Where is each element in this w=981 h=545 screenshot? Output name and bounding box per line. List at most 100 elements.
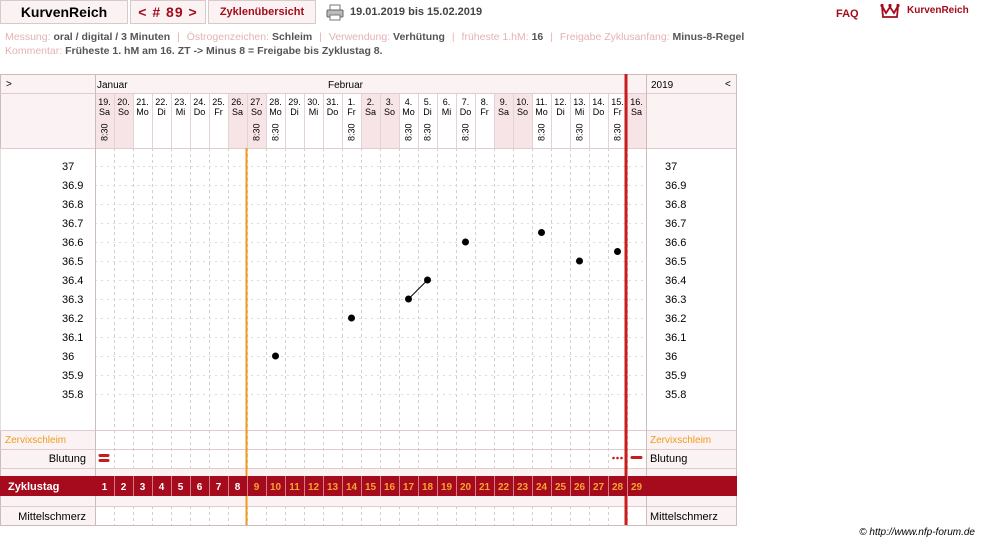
y-tick-left: 36: [62, 351, 74, 363]
cycle-day-number: 1: [102, 482, 108, 493]
day-weekday-label: Di: [157, 107, 166, 117]
month-label-februar: Februar: [328, 80, 364, 91]
day-date-label: 3.: [386, 97, 394, 107]
measure-time-label: 8:30: [423, 123, 433, 141]
blutung-row-label: Blutung: [49, 453, 86, 465]
day-date-label: 30.: [307, 97, 320, 107]
cycle-day-number: 18: [422, 482, 434, 493]
cycle-day-number: 11: [289, 482, 300, 493]
y-tick-left: 36.4: [62, 275, 83, 287]
day-weekday-label: Sa: [365, 107, 376, 117]
cycle-day-number: 19: [441, 482, 453, 493]
printer-icon[interactable]: [326, 4, 344, 21]
day-date-label: 24.: [193, 97, 206, 107]
y-tick-left: 35.9: [62, 370, 83, 382]
y-tick-left: 36.6: [62, 237, 83, 249]
bleeding-mark-spotting: [612, 456, 615, 460]
brand-title[interactable]: KurvenReich: [0, 0, 128, 24]
temperature-point[interactable]: [614, 248, 621, 255]
freigabe-label: Freigabe Zyklusanfang:: [559, 31, 670, 43]
measure-time-label: 8:30: [100, 123, 110, 141]
scroll-right-button[interactable]: <: [725, 79, 731, 90]
freigabe-value: Minus-8-Regel: [672, 31, 745, 43]
cycle-day-number: 17: [403, 482, 415, 493]
weekend-shade: [361, 93, 380, 148]
day-weekday-label: Di: [290, 107, 299, 117]
temperature-line: [408, 279, 428, 300]
cycle-overview-button[interactable]: Zyklenübersicht: [208, 0, 316, 24]
mittelschmerz-row-label-right: Mittelschmerz: [650, 511, 718, 523]
day-weekday-label: Fr: [480, 107, 489, 117]
mittelschmerz-background: [95, 506, 646, 525]
day-date-label: 11.: [536, 97, 548, 107]
day-date-label: 21.: [136, 97, 149, 107]
temperature-point[interactable]: [424, 276, 431, 284]
cycle-day-number: 22: [498, 482, 510, 493]
measure-time-label: 8:30: [613, 123, 623, 141]
temperature-point[interactable]: [576, 257, 583, 265]
cycle-day-number: 4: [159, 482, 165, 493]
y-tick-left: 36.3: [62, 294, 83, 306]
temperature-point[interactable]: [348, 314, 355, 322]
weekend-shade: [114, 93, 133, 148]
day-date-label: 9.: [500, 97, 508, 107]
day-date-label: 2.: [367, 97, 375, 107]
faq-link[interactable]: FAQ: [836, 8, 859, 20]
scroll-left-button[interactable]: >: [6, 79, 12, 90]
cycle-day-number: 6: [197, 482, 203, 493]
cycle-day-number: 23: [517, 482, 529, 493]
y-tick-right: 36.4: [665, 275, 686, 287]
y-tick-left: 36.1: [62, 332, 83, 344]
weekend-shade: [494, 93, 513, 148]
day-weekday-label: Di: [423, 107, 432, 117]
day-weekday-label: Di: [556, 107, 565, 117]
cycle-day-number: 27: [593, 482, 605, 493]
bleeding-mark-heavy: [98, 454, 110, 457]
day-weekday-label: Fr: [214, 107, 223, 117]
date-range: 19.01.2019 bis 15.02.2019: [350, 6, 483, 18]
bleeding-mark-heavy: [98, 459, 110, 462]
cycle-day-number: 29: [631, 482, 643, 493]
y-tick-left: 37: [62, 161, 74, 173]
day-date-label: 22.: [155, 97, 168, 107]
day-date-label: 25.: [212, 97, 225, 107]
day-weekday-label: Do: [593, 107, 605, 117]
cycle-day-number: 15: [365, 482, 377, 493]
temperature-point[interactable]: [538, 229, 545, 236]
year-label: 2019: [651, 80, 674, 91]
day-weekday-label: Fr: [613, 107, 622, 117]
left-scale-background: [0, 148, 95, 430]
day-weekday-label: Do: [327, 107, 339, 117]
weekend-shade: [627, 93, 646, 148]
day-date-label: 14.: [592, 97, 605, 107]
day-weekday-label: So: [517, 107, 528, 117]
y-tick-right: 36.9: [665, 180, 686, 192]
cycle-day-number: 16: [384, 482, 396, 493]
day-weekday-label: Mi: [309, 107, 319, 117]
measure-time-label: 8:30: [537, 123, 547, 141]
weekend-shade: [95, 93, 114, 148]
kommentar-label: Kommentar:: [5, 45, 63, 57]
cycle-day-number: 28: [612, 482, 624, 493]
crown-logo-icon[interactable]: [880, 2, 900, 20]
cycle-nav-button[interactable]: < # 89 >: [130, 0, 206, 24]
day-date-label: 12.: [554, 97, 567, 107]
temperature-point[interactable]: [462, 238, 469, 246]
day-date-label: 23.: [174, 97, 187, 107]
day-weekday-label: Fr: [347, 107, 356, 117]
logo-text[interactable]: KurvenReich: [907, 5, 969, 16]
temperature-point[interactable]: [272, 352, 279, 360]
measure-time-label: 8:30: [271, 123, 281, 141]
day-date-label: 20.: [117, 97, 130, 107]
zervix-row-label: Zervixschleim: [5, 435, 66, 446]
day-date-label: 4.: [405, 97, 413, 107]
y-tick-right: 35.9: [665, 370, 686, 382]
temperature-point[interactable]: [405, 295, 412, 303]
mittelschmerz-row-label: Mittelschmerz: [18, 511, 86, 523]
bleeding-mark-spotting: [620, 456, 623, 460]
day-date-label: 31.: [326, 97, 339, 107]
verwendung-value: Verhütung: [393, 31, 445, 43]
y-tick-right: 36.8: [665, 199, 686, 211]
y-tick-right: 36.7: [665, 218, 686, 230]
